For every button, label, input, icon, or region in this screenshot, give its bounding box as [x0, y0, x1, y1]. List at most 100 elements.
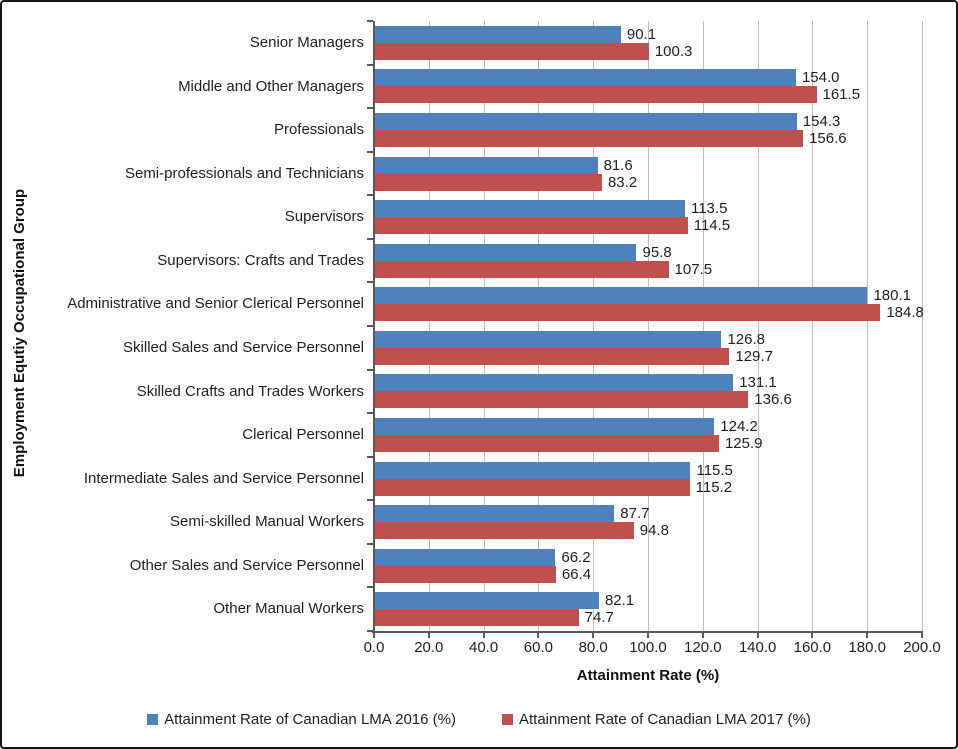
bar-series-2017 [374, 86, 817, 104]
x-tick-label: 160.0 [793, 639, 832, 656]
bar-series-2016 [374, 287, 868, 305]
legend-swatch-2016-icon [147, 714, 159, 725]
value-axis-tick [373, 633, 375, 638]
category-axis-tick [367, 368, 373, 371]
x-tick-label: 140.0 [738, 639, 777, 656]
category-label: Semi-professionals and Technicians [124, 164, 364, 182]
x-tick-label: 180.0 [848, 639, 886, 656]
value-label: 184.8 [886, 304, 924, 322]
value-label: 115.2 [695, 478, 733, 496]
value-label: 82.1 [604, 592, 635, 610]
value-axis-tick [756, 633, 759, 638]
category-axis-tick [367, 281, 373, 284]
gridline [538, 21, 540, 631]
bar-series-2016 [374, 25, 621, 43]
value-label: 87.7 [620, 505, 650, 523]
bar-series-2017 [374, 129, 804, 147]
value-axis-tick [921, 633, 923, 638]
bar-series-2017 [374, 42, 649, 60]
bar-series-2016 [374, 112, 797, 130]
category-axis-tick [367, 499, 373, 502]
value-axis-tick [592, 633, 595, 638]
value-label: 126.8 [727, 330, 765, 348]
category-axis-labels: Senior Managers Middle and Other Managers… [2, 21, 364, 631]
value-axis-tick [482, 633, 485, 638]
value-label: 94.8 [639, 522, 669, 540]
bar-series-2016 [374, 461, 691, 479]
x-axis-title: Attainment Rate (%) [576, 667, 720, 684]
value-label: 100.3 [654, 42, 693, 60]
category-axis-tick [367, 412, 373, 415]
value-label: 154.0 [801, 69, 840, 87]
value-label: 81.6 [603, 156, 633, 174]
value-label: 83.2 [607, 173, 638, 191]
value-label: 131.1 [739, 374, 777, 392]
category-label: Senior Managers [249, 34, 364, 51]
category-label: Other Sales and Service Personnel [129, 556, 364, 574]
category-label: Semi-skilled Manual Workers [170, 513, 364, 531]
gridline [867, 21, 869, 631]
value-label: 114.5 [693, 217, 731, 235]
x-tick-label: 200.0 [903, 639, 941, 656]
category-label: Supervisors [284, 208, 364, 226]
bar-series-2017 [374, 304, 881, 322]
bar-series-2017 [374, 217, 688, 235]
category-label: Middle and Other Managers [178, 77, 364, 95]
value-label: 66.4 [561, 565, 592, 583]
category-axis-tick [367, 237, 373, 240]
value-label: 124.2 [720, 417, 758, 435]
bar-series-2016 [374, 156, 598, 174]
category-axis-tick [367, 20, 373, 22]
bar-series-2016 [374, 592, 599, 610]
gridline [428, 21, 430, 631]
gridline [812, 21, 814, 631]
legend-swatch-2017-icon [502, 714, 513, 725]
legend: Attainment Rate of Canadian LMA 2016 (%)… [2, 711, 956, 728]
value-label: 154.3 [802, 112, 841, 130]
x-tick-label: 0.0 [363, 639, 385, 656]
bar-series-2017 [374, 609, 579, 627]
value-label: 107.5 [674, 260, 713, 278]
bar-series-2017 [374, 347, 730, 365]
category-axis-line [373, 21, 375, 632]
legend-item-lma-2016: Attainment Rate of Canadian LMA 2016 (%) [147, 711, 456, 728]
value-label: 115.5 [696, 461, 733, 479]
x-tick-label: 20.0 [414, 639, 444, 656]
category-axis-tick [367, 107, 373, 110]
value-label: 156.6 [809, 129, 847, 147]
value-axis-line [372, 631, 923, 633]
value-label: 95.8 [642, 243, 672, 261]
x-tick-label: 100.0 [629, 639, 667, 656]
value-axis-tick [701, 633, 704, 638]
legend-label-2017: Attainment Rate of Canadian LMA 2017 (%) [519, 711, 811, 728]
bar-series-2016 [374, 200, 685, 218]
gridline [702, 21, 704, 631]
category-axis-tick [367, 630, 373, 632]
bar-series-2016 [374, 374, 734, 392]
value-axis-tick [811, 633, 814, 638]
value-label: 90.1 [626, 25, 657, 43]
category-label: Skilled Sales and Service Personnel [123, 339, 364, 356]
category-axis-tick [367, 63, 373, 66]
legend-item-lma-2017: Attainment Rate of Canadian LMA 2017 (%) [502, 711, 811, 728]
bar-series-2017 [374, 173, 602, 191]
bar-series-2016 [374, 330, 722, 348]
plot-area: 90.1 100.3 154.0 161.5 154.3 156.6 81.6 83.2 113… [367, 20, 924, 638]
legend-label-2016: Attainment Rate of Canadian LMA 2016 (%) [164, 711, 456, 728]
category-axis-tick [367, 194, 373, 197]
category-axis-tick [367, 455, 373, 458]
gridline [757, 21, 759, 631]
value-label: 66.2 [561, 548, 591, 566]
gridline [648, 21, 649, 631]
value-axis-tick [866, 633, 869, 638]
category-axis-tick [367, 325, 373, 327]
bar-series-2017 [374, 478, 690, 496]
bar-series-2017 [374, 522, 634, 540]
x-tick-label: 60.0 [523, 639, 553, 656]
value-label: 180.1 [873, 287, 912, 305]
category-label: Professionals [273, 121, 364, 139]
value-label: 129.7 [735, 347, 773, 365]
category-label: Other Manual Workers [213, 600, 364, 618]
bar-series-2016 [374, 243, 637, 261]
value-axis-tick [647, 633, 649, 638]
